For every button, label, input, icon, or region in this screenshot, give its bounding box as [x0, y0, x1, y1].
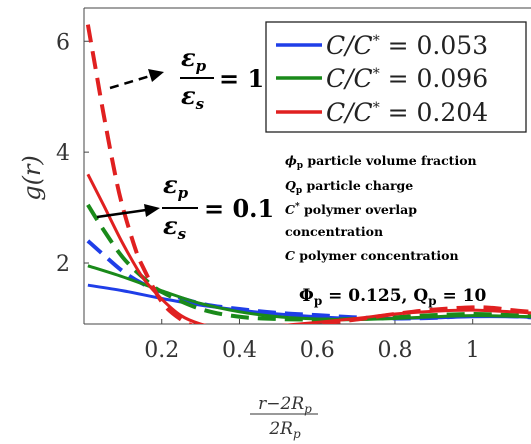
series-line: [86, 173, 531, 324]
y-tick-label: 4: [56, 141, 70, 166]
svg-text:εp: εp: [163, 170, 189, 202]
svg-text:εs: εs: [163, 211, 187, 243]
x-axis-label: r−2Rp 2Rp: [250, 394, 318, 441]
series-line: [85, 24, 531, 324]
svg-text:C* polymer overlap: C* polymer overlap: [285, 202, 417, 217]
series-line: [87, 264, 531, 322]
legend-entry: C/C* = 0.053: [276, 31, 488, 60]
svg-text:= 0.1: = 0.1: [204, 194, 274, 223]
svg-text:C/C* = 0.204: C/C* = 0.204: [326, 98, 488, 127]
svg-text:C/C* = 0.053: C/C* = 0.053: [326, 31, 488, 60]
svg-text:C polymer concentration: C polymer concentration: [285, 248, 459, 263]
x-tick-label: 0.2: [144, 338, 179, 363]
svg-text:concentration: concentration: [285, 224, 383, 239]
svg-text:εs: εs: [181, 81, 205, 113]
series-lines: [85, 24, 531, 324]
svg-text:ϕp particle volume fraction: ϕp particle volume fraction: [285, 153, 477, 171]
y-tick-label: 6: [56, 30, 70, 55]
svg-text:= 1: = 1: [219, 64, 264, 93]
x-tick-label: 0.4: [222, 338, 257, 363]
svg-text:Φp = 0.125, Qp = 10: Φp = 0.125, Qp = 10: [299, 286, 486, 308]
x-tick-label: 0.8: [377, 338, 412, 363]
y-tick-label: 2: [56, 252, 70, 277]
svg-text:C/C* = 0.096: C/C* = 0.096: [326, 64, 488, 93]
annotation-eps-1: εp εs = 1: [109, 43, 264, 113]
y-axis-label: g(r): [18, 155, 46, 201]
svg-text:2Rp: 2Rp: [268, 419, 301, 441]
annotation-eps-01: εp εs = 0.1: [96, 170, 274, 243]
parameters-label: Φp = 0.125, Qp = 10: [299, 286, 486, 308]
series-line: [86, 203, 531, 322]
legend-entry: C/C* = 0.204: [276, 98, 488, 127]
svg-text:Qp particle charge: Qp particle charge: [285, 178, 413, 196]
svg-text:g(r): g(r): [18, 155, 46, 201]
legend: C/C* = 0.053 C/C* = 0.096 C/C* = 0.204: [265, 21, 527, 133]
svg-text:r−2Rp: r−2Rp: [258, 394, 312, 416]
x-tick-label: 0.6: [300, 338, 335, 363]
x-tick-label: 1: [466, 338, 480, 363]
legend-entry: C/C* = 0.096: [276, 64, 488, 93]
svg-text:εp: εp: [181, 43, 207, 75]
axis-ticks: 0.2 0.4 0.6 0.8 1 2 4 6: [56, 30, 480, 363]
notes: ϕp particle volume fraction Qp particle …: [285, 153, 477, 263]
